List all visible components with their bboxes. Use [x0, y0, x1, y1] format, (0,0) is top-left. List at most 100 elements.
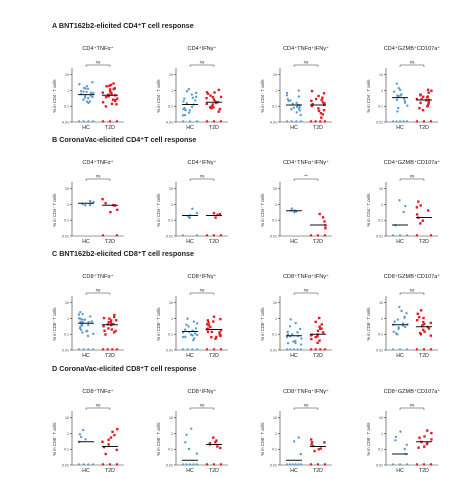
- data-point-t2d: [109, 319, 113, 322]
- section-title: C BNT162b2-elicited CD8⁺T cell response: [52, 249, 194, 258]
- data-point-hc: [183, 328, 187, 331]
- data-point-hc: [293, 211, 296, 214]
- y-tick-label: 1: [67, 432, 69, 436]
- data-point-t2d: [426, 88, 430, 92]
- zero-point-hc: [405, 234, 409, 237]
- data-point-t2d: [322, 92, 326, 95]
- data-point-t2d: [108, 84, 111, 88]
- data-point-t2d: [310, 89, 314, 93]
- y-axis-label: % in CD8⁺ T cells: [260, 422, 265, 455]
- data-point-t2d: [321, 216, 325, 219]
- data-point-hc: [290, 207, 294, 210]
- zero-point-t2d: [429, 348, 433, 351]
- zero-point-hc: [285, 348, 289, 351]
- data-point-t2d: [114, 319, 118, 322]
- data-point-t2d: [107, 320, 110, 324]
- y-tick-label: 1: [275, 317, 277, 321]
- y-axis-label: % in CD4⁺ T cells: [156, 193, 161, 226]
- data-point-hc: [194, 91, 198, 95]
- significance-label: ns: [410, 60, 416, 65]
- y-tick-label: 0.1: [168, 448, 173, 452]
- zero-point-hc: [181, 120, 185, 123]
- y-tick-label: 10: [379, 187, 383, 191]
- x-category-label: T2D: [419, 125, 429, 131]
- data-point-hc: [402, 210, 405, 214]
- zero-point-hc: [296, 348, 299, 351]
- data-point-hc: [403, 325, 407, 329]
- data-point-hc: [184, 109, 187, 112]
- data-point-hc: [396, 110, 399, 113]
- data-point-t2d: [107, 327, 110, 330]
- data-point-hc: [82, 98, 85, 101]
- x-category-label: T2D: [209, 468, 219, 474]
- y-tick-label: 0.01: [166, 120, 173, 124]
- data-point-t2d: [206, 319, 210, 322]
- zero-point-t2d: [205, 120, 209, 123]
- significance-label: **: [304, 174, 308, 179]
- data-point-hc: [188, 109, 192, 112]
- data-point-t2d: [323, 441, 326, 444]
- y-tick-label: 1: [171, 203, 173, 207]
- data-point-t2d: [209, 94, 212, 97]
- data-point-hc: [395, 98, 399, 102]
- data-point-t2d: [112, 82, 115, 85]
- zero-point-t2d: [422, 463, 426, 466]
- data-point-hc: [398, 88, 402, 92]
- zero-point-hc: [186, 348, 189, 351]
- data-point-hc: [398, 199, 401, 202]
- zero-point-hc: [192, 463, 195, 466]
- data-point-hc: [299, 113, 302, 117]
- data-point-hc: [185, 433, 188, 436]
- data-point-hc: [84, 438, 87, 441]
- data-point-hc: [89, 91, 93, 95]
- y-tick-label: 1: [67, 89, 69, 93]
- x-category-label: T2D: [313, 468, 323, 474]
- data-point-hc: [403, 447, 406, 451]
- data-point-t2d: [324, 226, 327, 230]
- data-point-t2d: [101, 101, 105, 104]
- zero-point-hc: [289, 348, 292, 351]
- y-tick-label: 0.1: [64, 333, 69, 337]
- zero-point-hc: [398, 120, 402, 123]
- data-point-hc: [399, 94, 402, 97]
- x-category-label: HC: [290, 468, 298, 474]
- data-point-t2d: [419, 204, 422, 207]
- panel-title: CD4⁺IFNγ⁺: [188, 159, 217, 166]
- data-point-hc: [294, 321, 297, 325]
- data-point-hc: [400, 309, 403, 313]
- data-point-hc: [87, 101, 90, 105]
- x-category-label: T2D: [313, 353, 323, 359]
- data-point-hc: [84, 204, 87, 207]
- zero-point-t2d: [219, 463, 223, 466]
- significance-label: ns: [200, 60, 206, 65]
- data-point-t2d: [206, 92, 210, 95]
- data-point-t2d: [320, 98, 323, 102]
- panel-title: CD4⁺TNFα⁺: [82, 159, 113, 166]
- data-point-t2d: [215, 335, 218, 339]
- x-category-label: T2D: [105, 353, 115, 359]
- data-point-t2d: [423, 445, 426, 448]
- y-tick-label: 0.1: [168, 219, 173, 223]
- zero-point-t2d: [415, 234, 419, 237]
- zero-point-hc: [291, 463, 294, 466]
- significance-bracket: [293, 64, 319, 67]
- zero-point-t2d: [319, 120, 322, 123]
- zero-point-hc: [402, 120, 405, 123]
- data-point-hc: [190, 105, 194, 109]
- y-tick-label: 0.01: [270, 120, 277, 124]
- data-point-t2d: [115, 103, 118, 106]
- panel-title: CD4⁺GZMB⁺CD107a⁺: [384, 45, 441, 52]
- data-point-hc: [183, 113, 187, 117]
- data-point-t2d: [310, 99, 313, 103]
- x-category-label: HC: [186, 353, 194, 359]
- data-point-t2d: [102, 325, 105, 328]
- data-point-hc: [297, 436, 300, 439]
- data-point-hc: [182, 107, 185, 111]
- y-tick-label: 0.01: [270, 463, 277, 467]
- data-point-t2d: [210, 330, 214, 334]
- zero-point-hc: [398, 234, 402, 237]
- data-point-t2d: [218, 331, 221, 334]
- data-point-hc: [89, 315, 92, 318]
- zero-point-t2d: [219, 120, 223, 123]
- data-point-hc: [191, 207, 194, 210]
